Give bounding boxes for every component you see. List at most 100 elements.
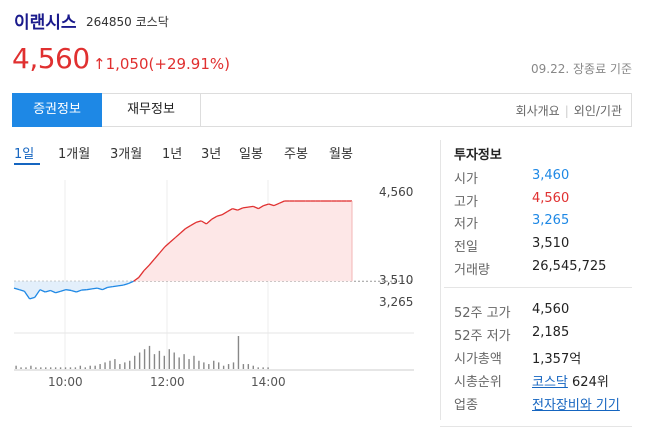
price-line-segment bbox=[76, 289, 82, 293]
volume-bar bbox=[35, 367, 37, 369]
as-of-text: 09.22. 장종료 기준 bbox=[531, 62, 632, 76]
period-monthly[interactable]: 월봉 bbox=[329, 147, 353, 162]
volume-bar bbox=[133, 355, 136, 369]
52w-high-label: 52주 고가 bbox=[454, 306, 511, 321]
volume-bar bbox=[40, 367, 42, 369]
price-line-segment bbox=[164, 241, 171, 248]
volume-bar bbox=[193, 355, 195, 369]
price-line-segment bbox=[71, 289, 77, 293]
high-label: 고가 bbox=[454, 195, 478, 210]
price-line-segment bbox=[237, 207, 244, 211]
cap-rank-value: 코스닥 624위 bbox=[532, 371, 609, 390]
period-weekly[interactable]: 주봉 bbox=[284, 147, 308, 162]
volume-bar bbox=[153, 354, 156, 369]
volume-bar bbox=[242, 364, 245, 369]
volume-bar bbox=[188, 359, 190, 369]
volume-bar bbox=[237, 336, 240, 369]
price-chart bbox=[13, 180, 414, 371]
period-1m[interactable]: 1개월 bbox=[58, 147, 91, 162]
volume-bar bbox=[257, 367, 259, 369]
price-line-segment bbox=[117, 284, 124, 287]
price-line-segment bbox=[133, 276, 140, 282]
y-label-high: 4,560 bbox=[379, 185, 414, 199]
market-rank-link[interactable]: 코스닥 bbox=[532, 375, 568, 390]
info-separator bbox=[444, 287, 632, 288]
period-1y[interactable]: 1년 bbox=[162, 147, 183, 162]
volume-bar bbox=[267, 367, 269, 369]
volume-bar bbox=[262, 367, 264, 369]
price-line-segment bbox=[153, 252, 161, 260]
price-line-segment bbox=[148, 258, 155, 266]
volume-bar bbox=[59, 367, 62, 369]
low-value: 3,265 bbox=[532, 213, 570, 228]
tab-financials[interactable]: 재무정보 bbox=[102, 93, 201, 127]
volume-bar bbox=[114, 359, 116, 369]
price-line-segment bbox=[29, 296, 35, 300]
volume-bar bbox=[94, 365, 96, 369]
stock-code: 264850 코스닥 bbox=[86, 13, 169, 30]
prev-close-label: 전일 bbox=[454, 240, 478, 255]
price-line-segment bbox=[232, 208, 238, 211]
volume-bar bbox=[158, 350, 161, 369]
company-overview-link[interactable]: 회사개요 bbox=[515, 104, 560, 118]
price-line-segment bbox=[200, 220, 207, 225]
price-line-segment bbox=[123, 282, 129, 286]
price-line-segment bbox=[252, 205, 259, 210]
period-3m[interactable]: 3개월 bbox=[110, 147, 143, 162]
sector-label: 업종 bbox=[454, 398, 478, 413]
volume-bar bbox=[247, 364, 250, 369]
volume-bar bbox=[203, 362, 205, 369]
open-value: 3,460 bbox=[532, 168, 570, 183]
price-line-segment bbox=[91, 287, 98, 290]
stock-name[interactable]: 이랜시스 bbox=[14, 13, 77, 33]
volume-bar bbox=[20, 367, 22, 369]
volume-bar bbox=[25, 367, 27, 369]
volume-bar bbox=[217, 362, 220, 369]
y-label-low: 3,265 bbox=[379, 295, 414, 309]
price-line-segment bbox=[205, 218, 213, 225]
period-1d[interactable]: 1일 bbox=[14, 147, 35, 162]
volume-bar bbox=[119, 364, 121, 369]
volume-bar bbox=[173, 352, 175, 369]
volume-bar bbox=[178, 357, 180, 369]
price-line-segment bbox=[268, 203, 275, 207]
panel-divider bbox=[440, 140, 441, 420]
volume-value: 26,545,725 bbox=[532, 259, 607, 274]
price-line-segment bbox=[216, 214, 223, 217]
volume-bar bbox=[84, 367, 86, 369]
52w-high-value: 4,560 bbox=[532, 302, 570, 317]
price-line-segment bbox=[195, 220, 202, 224]
price-line-segment bbox=[50, 289, 56, 294]
x-label-1200: 12:00 bbox=[150, 375, 185, 389]
price-line-segment bbox=[273, 202, 280, 207]
price-line-segment bbox=[263, 203, 269, 207]
volume-bar bbox=[79, 365, 82, 369]
stock-code-number: 264850 bbox=[86, 15, 132, 29]
price-line-segment bbox=[107, 285, 113, 289]
volume-bar bbox=[49, 367, 52, 369]
current-price: 4,560 bbox=[12, 42, 90, 75]
cap-rank-label: 시총순위 bbox=[454, 375, 502, 390]
period-3y[interactable]: 3년 bbox=[201, 147, 222, 162]
volume-bar bbox=[208, 364, 210, 369]
sector-link[interactable]: 전자장비와 기기 bbox=[532, 398, 620, 413]
price-line-segment bbox=[185, 224, 192, 230]
price-line-segment bbox=[242, 206, 249, 209]
high-value: 4,560 bbox=[532, 191, 570, 206]
price-line-segment bbox=[23, 290, 31, 300]
volume-bar bbox=[252, 365, 254, 369]
price-line-segment bbox=[169, 237, 176, 243]
period-daily[interactable]: 일봉 bbox=[239, 147, 263, 162]
change-value: 1,050(+29.91%) bbox=[105, 55, 230, 73]
tab-securities[interactable]: 증권정보 bbox=[12, 93, 102, 127]
volume-bar bbox=[148, 345, 151, 369]
market-name: 코스닥 bbox=[135, 15, 169, 29]
price-line-segment bbox=[86, 288, 93, 291]
volume-bar bbox=[15, 365, 17, 369]
x-label-1400: 14:00 bbox=[251, 375, 286, 389]
price-line-segment bbox=[19, 289, 25, 292]
area-fill-down bbox=[14, 281, 352, 299]
foreign-institution-link[interactable]: 외인/기관 bbox=[573, 104, 622, 118]
price-line-segment bbox=[65, 289, 72, 292]
open-label: 시가 bbox=[454, 172, 478, 187]
